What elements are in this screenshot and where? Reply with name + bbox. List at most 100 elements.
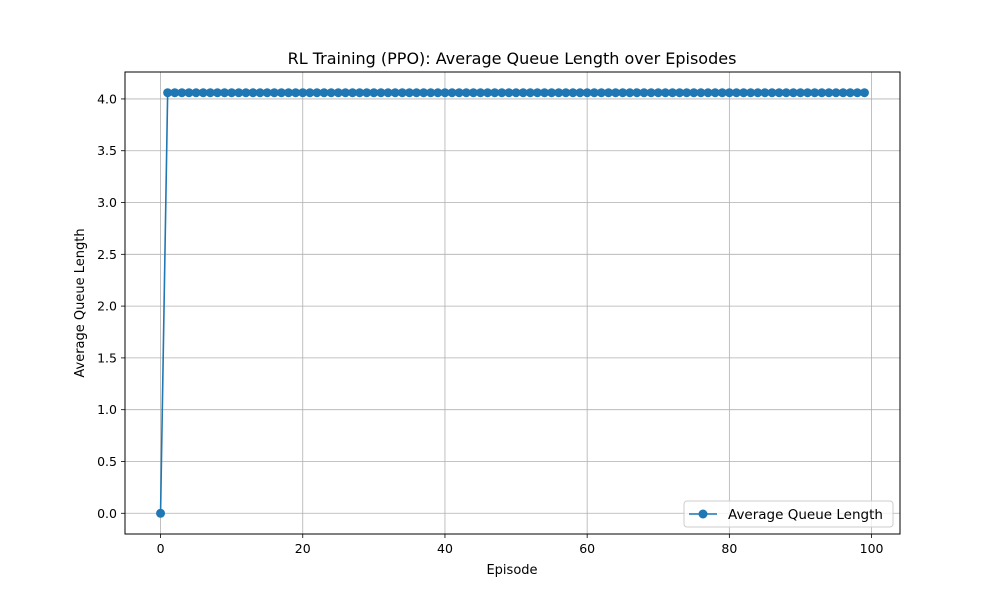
x-tick-label: 20 <box>295 541 311 556</box>
chart-title: RL Training (PPO): Average Queue Length … <box>288 49 737 68</box>
data-point <box>497 88 507 98</box>
data-point <box>731 88 741 98</box>
data-point <box>632 88 642 98</box>
data-point <box>739 88 749 98</box>
data-point <box>575 88 585 98</box>
x-tick-label: 100 <box>860 541 884 556</box>
data-point <box>291 88 301 98</box>
data-point <box>582 88 592 98</box>
data-point <box>212 88 222 98</box>
data-point <box>461 88 471 98</box>
data-point <box>682 88 692 98</box>
data-point <box>788 88 798 98</box>
data-point <box>177 88 187 98</box>
data-point <box>426 88 436 98</box>
data-point <box>447 88 457 98</box>
data-point <box>646 88 656 98</box>
data-point <box>760 88 770 98</box>
data-point <box>163 88 173 98</box>
data-point <box>561 88 571 98</box>
data-point <box>618 88 628 98</box>
data-point <box>717 88 727 98</box>
data-point <box>412 88 422 98</box>
y-tick-label: 2.5 <box>97 247 117 262</box>
legend-label: Average Queue Length <box>728 507 883 523</box>
y-tick-label: 1.5 <box>97 350 117 365</box>
data-point <box>220 88 230 98</box>
data-point <box>440 88 450 98</box>
data-point <box>248 88 258 98</box>
y-tick-label: 0.5 <box>97 454 117 469</box>
data-point <box>348 88 358 98</box>
y-tick-label: 3.0 <box>97 195 117 210</box>
data-point <box>724 88 734 98</box>
data-point <box>276 88 286 98</box>
data-point <box>362 88 372 98</box>
data-point <box>234 88 244 98</box>
data-point <box>781 88 791 98</box>
y-tick-label: 0.0 <box>97 506 117 521</box>
data-point <box>703 88 713 98</box>
axis-ticks: 0 20 40 60 80 100 0.0 0.5 1.0 1.5 2.0 2.5 3.0 3.5 4.0 <box>97 91 883 556</box>
data-point <box>433 88 443 98</box>
data-point <box>589 88 599 98</box>
x-tick-label: 40 <box>437 541 453 556</box>
data-point <box>205 88 215 98</box>
legend-marker-swatch <box>698 509 708 519</box>
grid <box>125 72 900 534</box>
data-point <box>653 88 663 98</box>
data-point <box>340 88 350 98</box>
data-point <box>639 88 649 98</box>
data-point <box>810 88 820 98</box>
data-point <box>596 88 606 98</box>
data-point <box>312 88 322 98</box>
data-point <box>333 88 343 98</box>
data-point <box>305 88 315 98</box>
data-point <box>397 88 407 98</box>
data-point <box>404 88 414 98</box>
data-point <box>540 88 549 98</box>
data-point <box>476 88 485 98</box>
data-point <box>255 88 265 98</box>
data-point <box>483 88 493 98</box>
data-point <box>319 88 329 98</box>
y-tick-label: 4.0 <box>97 91 117 106</box>
data-point <box>710 88 720 98</box>
data-point <box>845 88 855 98</box>
data-point <box>667 88 677 98</box>
y-tick-label: 2.0 <box>97 299 117 314</box>
data-point <box>326 88 336 98</box>
data-point <box>191 88 201 98</box>
plot-frame <box>124 71 901 535</box>
legend-box <box>683 500 894 528</box>
data-point <box>227 88 237 98</box>
data-point <box>838 88 848 98</box>
data-point <box>689 88 699 98</box>
series-line <box>159 91 865 514</box>
data-point <box>355 88 365 98</box>
data-point <box>419 88 429 98</box>
y-tick-label: 3.5 <box>97 143 117 158</box>
data-point <box>198 88 208 98</box>
data-point <box>532 88 542 98</box>
data-point <box>795 88 805 98</box>
data-point <box>376 88 386 98</box>
data-point <box>525 88 535 98</box>
series-layer <box>156 88 869 518</box>
data-point <box>156 508 166 518</box>
data-point <box>490 88 500 98</box>
data-point <box>774 88 784 98</box>
data-point <box>369 88 379 98</box>
data-point <box>269 88 279 98</box>
y-axis-label: Average Queue Length <box>73 228 88 377</box>
data-point <box>184 88 194 98</box>
data-point <box>824 88 834 98</box>
x-axis-label: Episode <box>486 563 537 578</box>
data-point <box>170 88 180 98</box>
data-point <box>241 88 251 98</box>
data-point <box>660 88 670 98</box>
data-point <box>468 88 478 98</box>
data-point <box>383 88 393 98</box>
